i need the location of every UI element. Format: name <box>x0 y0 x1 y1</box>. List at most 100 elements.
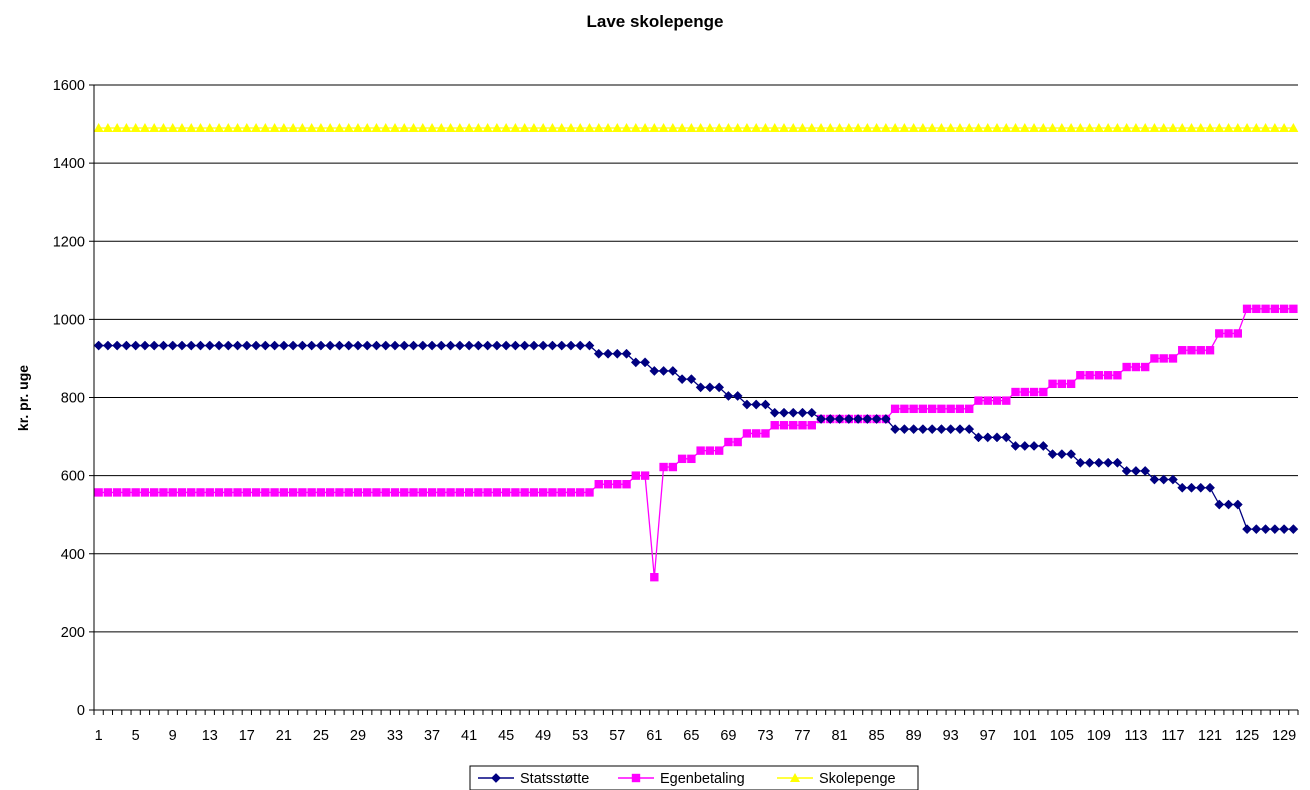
point-2-1 <box>93 122 104 132</box>
point-2-92 <box>936 122 947 132</box>
legend-label-1: Egenbetaling <box>660 771 745 787</box>
point-0-51 <box>556 340 567 351</box>
point-0-108 <box>1084 457 1095 468</box>
point-1-6 <box>140 488 150 497</box>
point-2-74 <box>769 122 780 132</box>
y-tick-label-3: 600 <box>61 469 85 485</box>
point-0-99 <box>1001 432 1012 443</box>
point-0-42 <box>473 340 484 351</box>
point-0-78 <box>806 407 817 418</box>
point-2-106 <box>1066 122 1077 132</box>
point-1-89 <box>909 404 918 414</box>
point-0-25 <box>315 340 326 351</box>
point-2-122 <box>1214 122 1225 132</box>
point-2-78 <box>806 122 817 132</box>
point-1-113 <box>1131 362 1141 372</box>
point-2-6 <box>139 122 150 132</box>
point-0-76 <box>788 407 799 418</box>
point-1-20 <box>270 488 279 497</box>
point-1-34 <box>400 488 409 497</box>
point-1-16 <box>233 488 242 497</box>
point-2-16 <box>232 122 243 132</box>
y-tick-label-8: 1600 <box>53 78 85 94</box>
point-2-3 <box>112 122 123 132</box>
point-1-53 <box>576 488 585 497</box>
point-1-115 <box>1150 354 1159 363</box>
point-1-122 <box>1215 329 1224 338</box>
series-egenbetaling <box>94 304 1298 582</box>
point-1-8 <box>159 488 168 497</box>
point-0-68 <box>714 382 725 393</box>
point-1-74 <box>770 421 779 430</box>
point-1-119 <box>1187 346 1196 355</box>
point-2-94 <box>954 122 965 132</box>
point-1-73 <box>761 429 770 438</box>
x-tick-label-5: 21 <box>276 728 292 744</box>
point-1-109 <box>1094 371 1104 380</box>
point-0-11 <box>186 340 197 351</box>
point-2-37 <box>427 122 438 132</box>
point-2-10 <box>176 122 187 132</box>
point-0-37 <box>427 340 437 351</box>
x-tick-label-17: 69 <box>720 728 736 744</box>
x-tick-label-26: 105 <box>1050 728 1074 744</box>
point-2-19 <box>260 122 271 132</box>
point-0-21 <box>278 340 289 351</box>
point-1-126 <box>1252 304 1261 314</box>
point-0-107 <box>1075 457 1086 468</box>
point-0-121 <box>1205 482 1215 493</box>
x-tick-label-14: 57 <box>609 728 625 744</box>
point-0-93 <box>945 424 956 435</box>
point-0-62 <box>658 365 669 376</box>
point-1-92 <box>937 404 946 414</box>
point-2-28 <box>343 122 354 132</box>
point-1-48 <box>529 488 539 497</box>
point-1-75 <box>779 421 789 430</box>
point-1-5 <box>131 488 140 497</box>
point-2-73 <box>760 122 771 132</box>
point-2-103 <box>1038 122 1049 132</box>
point-0-83 <box>853 414 864 424</box>
point-0-12 <box>195 340 206 351</box>
point-2-54 <box>584 122 595 132</box>
point-1-61 <box>650 572 659 582</box>
point-1-76 <box>789 421 798 430</box>
point-2-112 <box>1121 122 1132 132</box>
point-0-97 <box>982 432 993 443</box>
point-0-53 <box>575 340 586 351</box>
point-2-13 <box>204 122 215 132</box>
point-2-36 <box>417 122 428 132</box>
point-0-119 <box>1186 482 1197 493</box>
point-2-33 <box>390 122 400 132</box>
point-2-58 <box>621 122 632 132</box>
point-1-45 <box>501 488 511 497</box>
point-2-14 <box>214 122 225 132</box>
point-0-7 <box>149 340 160 351</box>
x-tick-label-29: 117 <box>1161 728 1184 744</box>
point-0-72 <box>751 399 762 410</box>
point-2-89 <box>908 122 919 132</box>
x-tick-label-12: 49 <box>535 728 551 744</box>
point-2-118 <box>1177 122 1188 132</box>
x-tick-label-0: 1 <box>95 728 103 744</box>
point-0-122 <box>1214 499 1225 510</box>
point-1-25 <box>316 488 326 497</box>
point-0-16 <box>232 340 243 351</box>
point-0-120 <box>1195 482 1206 493</box>
point-2-76 <box>788 122 799 132</box>
y-axis-label: kr. pr. uge <box>15 365 31 431</box>
point-2-59 <box>630 122 641 132</box>
x-tick-label-6: 25 <box>313 728 329 744</box>
x-tick-label-2: 9 <box>169 728 177 744</box>
point-0-1 <box>93 340 104 351</box>
point-1-90 <box>918 404 928 414</box>
point-0-61 <box>649 365 660 376</box>
legend-marker-2 <box>790 773 800 782</box>
point-0-116 <box>1158 474 1169 485</box>
point-0-95 <box>964 424 975 435</box>
series-statsst-tte <box>93 340 1299 535</box>
point-0-4 <box>121 340 132 351</box>
point-0-79 <box>816 414 826 424</box>
point-1-55 <box>594 480 603 489</box>
point-2-7 <box>149 122 160 132</box>
